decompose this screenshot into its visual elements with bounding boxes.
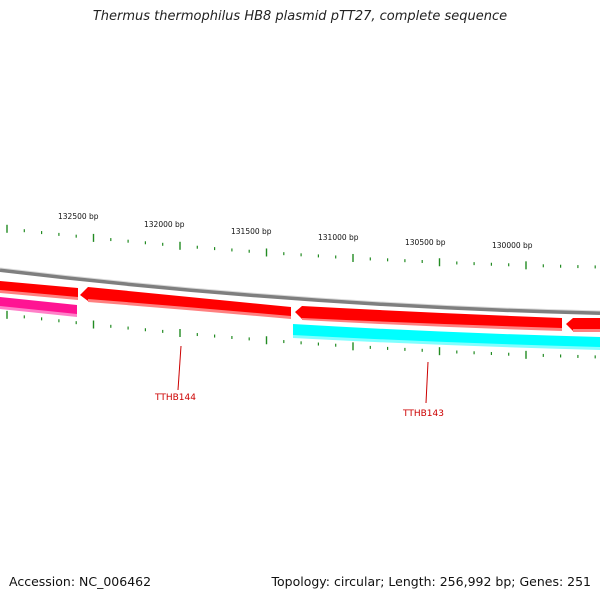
gene-arrow-tthb144[interactable] (80, 287, 291, 319)
gene-arrow-tthb143[interactable] (295, 306, 562, 331)
tthb144-leader-line (177, 345, 182, 391)
gene-label-tthb144[interactable]: TTHB144 (154, 393, 196, 403)
ruler-label-132500: 132500 bp (58, 212, 99, 221)
gene-arrow-cyan-reverse[interactable] (293, 324, 600, 350)
ruler-label-130500: 130500 bp (405, 238, 446, 247)
ruler-label-132000: 132000 bp (144, 220, 185, 229)
ruler-label-131000: 131000 bp (318, 233, 359, 242)
topology-summary: Topology: circular; Length: 256,992 bp; … (271, 574, 592, 589)
gene-label-tthb143[interactable]: TTHB143 (402, 409, 444, 419)
gene-arrow-pink-reverse[interactable] (0, 297, 77, 317)
gene-arrow-right-forward[interactable] (566, 318, 600, 332)
backbone-highlight (0, 267, 600, 312)
outer-tick-row (6, 224, 596, 270)
gene-arrow-left-forward[interactable] (0, 281, 78, 300)
ruler-label-130000: 130000 bp (492, 241, 533, 250)
ruler-label-131500: 131500 bp (231, 227, 272, 236)
map-title: Thermus thermophilus HB8 plasmid pTT27, … (92, 9, 508, 24)
inner-tick-row (6, 310, 596, 359)
tthb143-leader-line (425, 361, 429, 404)
backbone-track (0, 268, 600, 315)
accession-text: Accession: NC_006462 (9, 574, 152, 589)
